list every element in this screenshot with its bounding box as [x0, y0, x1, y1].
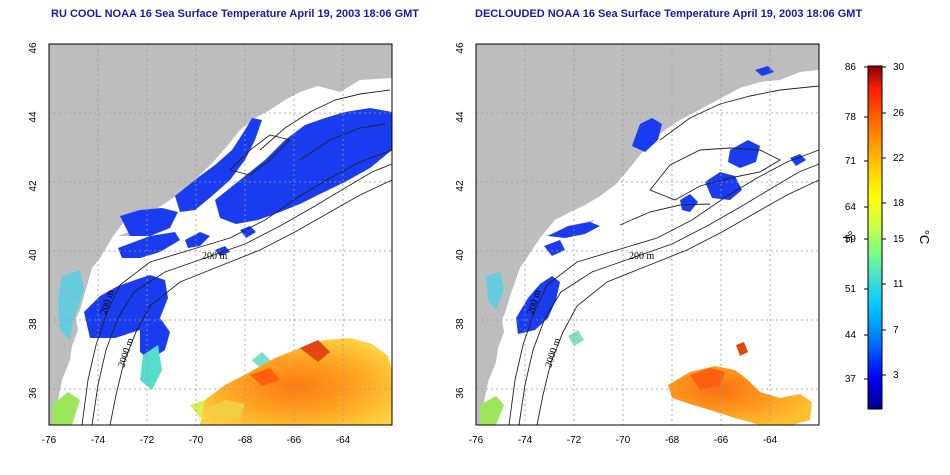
- celsius-unit-label: °C: [917, 230, 932, 245]
- y-tick-label: 46: [28, 42, 39, 54]
- fahrenheit-labels: 86 78 71 64 59 51 44 37: [845, 62, 857, 385]
- x-tick-label: -68: [665, 435, 680, 446]
- y-tick-label: 40: [28, 249, 39, 261]
- y-tick-label: 42: [455, 180, 466, 192]
- celsius-tick-label: 30: [893, 62, 905, 73]
- right-map-plot-area: 200 m 2000 m 200 m: [475, 43, 820, 426]
- fahrenheit-unit-label: °F: [840, 230, 855, 243]
- right-map-panel: 200 m 2000 m 200 m -76 -74 -72 -70 -68 -…: [455, 42, 820, 446]
- celsius-tick-label: 15: [893, 234, 905, 245]
- lat-lon-grid: [476, 44, 819, 425]
- x-tick-label: -64: [336, 435, 351, 446]
- colorbar-gradient: [867, 65, 883, 410]
- x-tick-label: -70: [616, 435, 631, 446]
- x-tick-label: -76: [42, 435, 57, 446]
- contour-label: 200 m: [629, 251, 655, 262]
- y-tick-label: 42: [28, 180, 39, 192]
- celsius-tick-label: 18: [893, 198, 905, 209]
- land-mass: [49, 44, 392, 425]
- fahrenheit-tick-label: 86: [845, 62, 857, 73]
- celsius-tick-label: 11: [893, 279, 904, 290]
- celsius-labels: 30 26 22 18 15 11 7 3: [893, 62, 905, 381]
- left-x-axis: -76 -74 -72 -70 -68 -66 -64: [42, 435, 351, 446]
- y-tick-label: 38: [455, 318, 466, 330]
- y-tick-label: 44: [28, 111, 39, 123]
- right-map-title: DECLOUDED NOAA 16 Sea Surface Temperatur…: [475, 8, 863, 20]
- fahrenheit-tick-label: 59: [845, 234, 857, 245]
- x-tick-label: -66: [287, 435, 302, 446]
- land-mass: [476, 44, 819, 425]
- x-tick-label: -64: [763, 435, 778, 446]
- left-y-axis: 46 44 42 40 38 36: [28, 42, 39, 399]
- warm-water-regions: [668, 342, 812, 425]
- y-tick-label: 44: [455, 111, 466, 123]
- x-tick-label: -76: [469, 435, 484, 446]
- y-tick-label: 38: [28, 318, 39, 330]
- celsius-tick-label: 3: [893, 370, 899, 381]
- celsius-tick-label: 7: [893, 325, 899, 336]
- lat-lon-grid: [49, 44, 392, 425]
- y-tick-label: 36: [455, 387, 466, 399]
- mild-water-regions: [52, 270, 272, 425]
- x-tick-label: -74: [518, 435, 533, 446]
- warm-water-regions: [200, 338, 392, 425]
- left-map-plot-area: 200 m 2000 m 200 m: [48, 43, 393, 426]
- left-map-panel: 200 m 2000 m 200 m -76 -74 -72 -70 -68 -…: [28, 42, 393, 446]
- contour-label: 200 m: [202, 251, 228, 262]
- fahrenheit-tick-label: 71: [845, 156, 857, 167]
- plot-frame: [48, 43, 393, 426]
- bathymetry-contours: [81, 89, 393, 426]
- colorbar-ticks: [864, 66, 886, 380]
- x-tick-label: -72: [567, 435, 582, 446]
- fahrenheit-tick-label: 64: [845, 202, 857, 213]
- fahrenheit-tick-label: 78: [845, 112, 857, 123]
- y-tick-label: 40: [455, 249, 466, 261]
- right-y-axis: 46 44 42 40 38 36: [455, 42, 466, 399]
- temperature-colorbar: 86 78 71 64 59 51 44 37 30 26 22 18 15 1…: [840, 62, 932, 410]
- mild-water-regions: [480, 272, 584, 425]
- plot-frame: [475, 43, 820, 426]
- x-tick-label: -66: [714, 435, 729, 446]
- y-tick-label: 36: [28, 387, 39, 399]
- bathymetry-contours: [508, 85, 820, 426]
- fahrenheit-tick-label: 44: [845, 330, 857, 341]
- right-x-axis: -76 -74 -72 -70 -68 -66 -64: [469, 435, 778, 446]
- fahrenheit-tick-label: 37: [845, 374, 857, 385]
- fahrenheit-tick-label: 51: [845, 284, 857, 295]
- left-map-title: RU COOL NOAA 16 Sea Surface Temperature …: [51, 8, 420, 20]
- cold-water-regions: [516, 66, 806, 334]
- y-tick-label: 46: [455, 42, 466, 54]
- celsius-tick-label: 22: [893, 153, 905, 164]
- celsius-tick-label: 26: [893, 108, 905, 119]
- x-tick-label: -68: [238, 435, 253, 446]
- x-tick-label: -74: [91, 435, 106, 446]
- x-tick-label: -72: [140, 435, 155, 446]
- x-tick-label: -70: [189, 435, 204, 446]
